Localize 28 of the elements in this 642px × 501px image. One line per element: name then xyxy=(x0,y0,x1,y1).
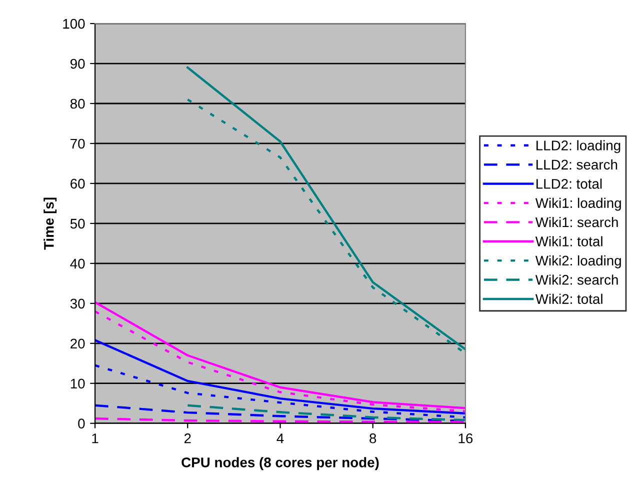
y-tick-label: 90 xyxy=(70,58,85,69)
x-tick-label: 8 xyxy=(370,433,376,444)
y-tick-label: 60 xyxy=(70,178,85,189)
legend-label: LLD2: search xyxy=(536,159,618,170)
x-tick-label: 4 xyxy=(276,434,284,444)
legend-label: Wiki2: loading xyxy=(535,255,621,268)
legend-label: LLD2: loading xyxy=(536,140,620,154)
x-tick-label: 16 xyxy=(458,433,473,444)
y-tick-label: 10 xyxy=(70,378,85,389)
line-series xyxy=(186,404,466,422)
y-tick-label: 30 xyxy=(70,298,85,309)
legend-label: Wiki1: loading xyxy=(535,198,621,211)
y-tick-label: 50 xyxy=(70,218,85,229)
y-axis-title: Time [s] xyxy=(44,198,57,250)
legend-label: Wiki1: total xyxy=(535,236,602,246)
y-tick-label: 20 xyxy=(70,338,85,349)
y-tick-label: 0 xyxy=(78,418,85,429)
legend-label: Wiki2: search xyxy=(535,274,618,285)
legend-label: Wiki2: total xyxy=(535,294,602,304)
x-axis-title: CPU nodes (8 cores per node) xyxy=(182,457,379,470)
legend-label: Wiki1: search xyxy=(535,216,618,228)
y-tick-label: 40 xyxy=(70,258,85,269)
y-tick-label: 80 xyxy=(70,98,85,109)
y-tick-label: 70 xyxy=(70,138,85,149)
x-tick-label: 1 xyxy=(92,434,98,444)
x-tick-label: 2 xyxy=(184,433,191,444)
legend-label: LLD2: total xyxy=(536,178,602,189)
y-tick-label: 100 xyxy=(63,18,85,29)
